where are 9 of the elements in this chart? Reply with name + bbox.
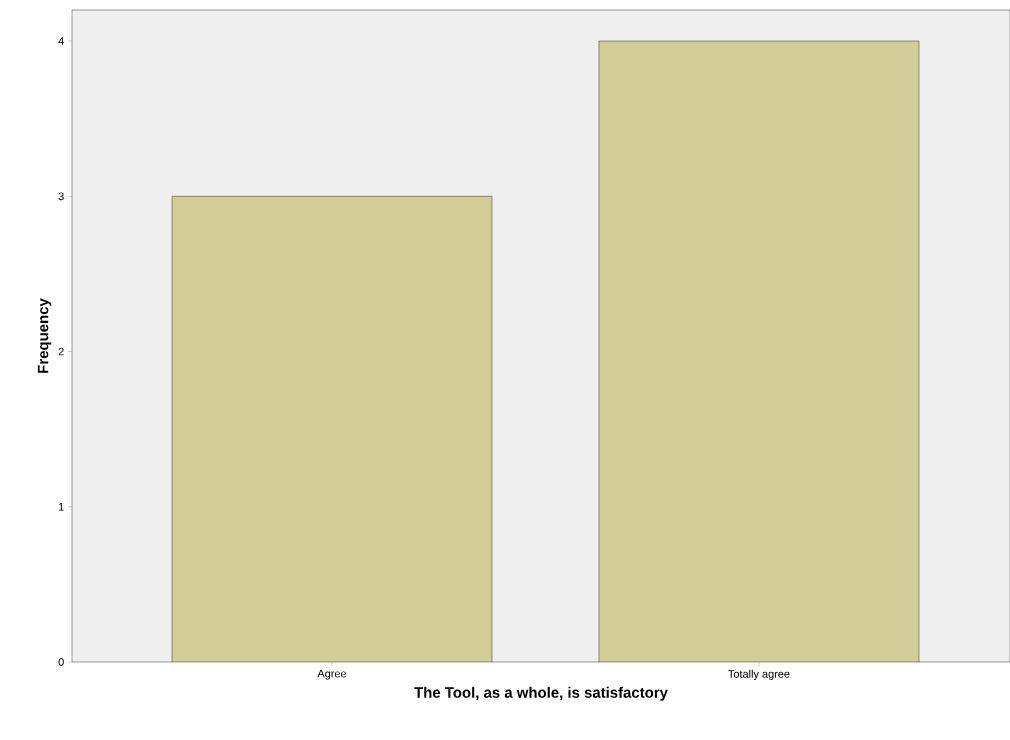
y-tick-label: 4 xyxy=(58,37,64,45)
y-tick-label: 0 xyxy=(58,658,64,666)
x-axis-title: The Tool, as a whole, is satisfactory xyxy=(414,686,668,701)
x-tick-label: Totally agree xyxy=(728,669,790,680)
y-tick-label: 2 xyxy=(58,347,64,356)
x-tick-label: Agree xyxy=(317,669,347,680)
y-tick-label: 3 xyxy=(58,192,64,201)
y-tick-label: 1 xyxy=(58,503,64,511)
y-axis-title: Frequency xyxy=(37,298,52,373)
